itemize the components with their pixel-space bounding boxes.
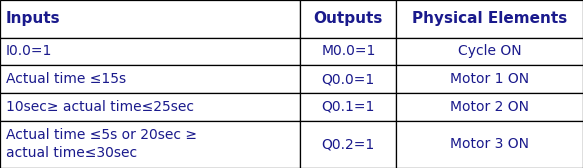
Text: Motor 3 ON: Motor 3 ON xyxy=(450,137,529,151)
Text: Outputs: Outputs xyxy=(314,11,383,26)
Bar xyxy=(396,65,583,93)
Text: Motor 2 ON: Motor 2 ON xyxy=(450,100,529,114)
Text: 10sec≥ actual time≤25sec: 10sec≥ actual time≤25sec xyxy=(6,100,194,114)
Text: Actual time ≤5s or 20sec ≥
actual time≤30sec: Actual time ≤5s or 20sec ≥ actual time≤3… xyxy=(6,128,197,160)
Bar xyxy=(396,121,583,168)
Bar xyxy=(396,93,583,121)
Text: M0.0=1: M0.0=1 xyxy=(321,44,375,58)
Bar xyxy=(396,37,583,65)
Bar xyxy=(0,93,300,121)
Bar xyxy=(0,0,300,37)
Text: Q0.2=1: Q0.2=1 xyxy=(322,137,375,151)
Bar xyxy=(0,121,300,168)
Bar xyxy=(0,65,300,93)
Text: Q0.1=1: Q0.1=1 xyxy=(322,100,375,114)
Bar xyxy=(300,0,396,37)
Text: Motor 1 ON: Motor 1 ON xyxy=(450,72,529,86)
Text: Actual time ≤15s: Actual time ≤15s xyxy=(6,72,126,86)
Bar xyxy=(396,0,583,37)
Text: Inputs: Inputs xyxy=(6,11,61,26)
Text: Q0.0=1: Q0.0=1 xyxy=(322,72,375,86)
Text: I0.0=1: I0.0=1 xyxy=(6,44,52,58)
Text: Physical Elements: Physical Elements xyxy=(412,11,567,26)
Bar xyxy=(300,121,396,168)
Bar xyxy=(300,93,396,121)
Bar xyxy=(300,37,396,65)
Bar xyxy=(300,65,396,93)
Text: Cycle ON: Cycle ON xyxy=(458,44,522,58)
Bar xyxy=(0,37,300,65)
